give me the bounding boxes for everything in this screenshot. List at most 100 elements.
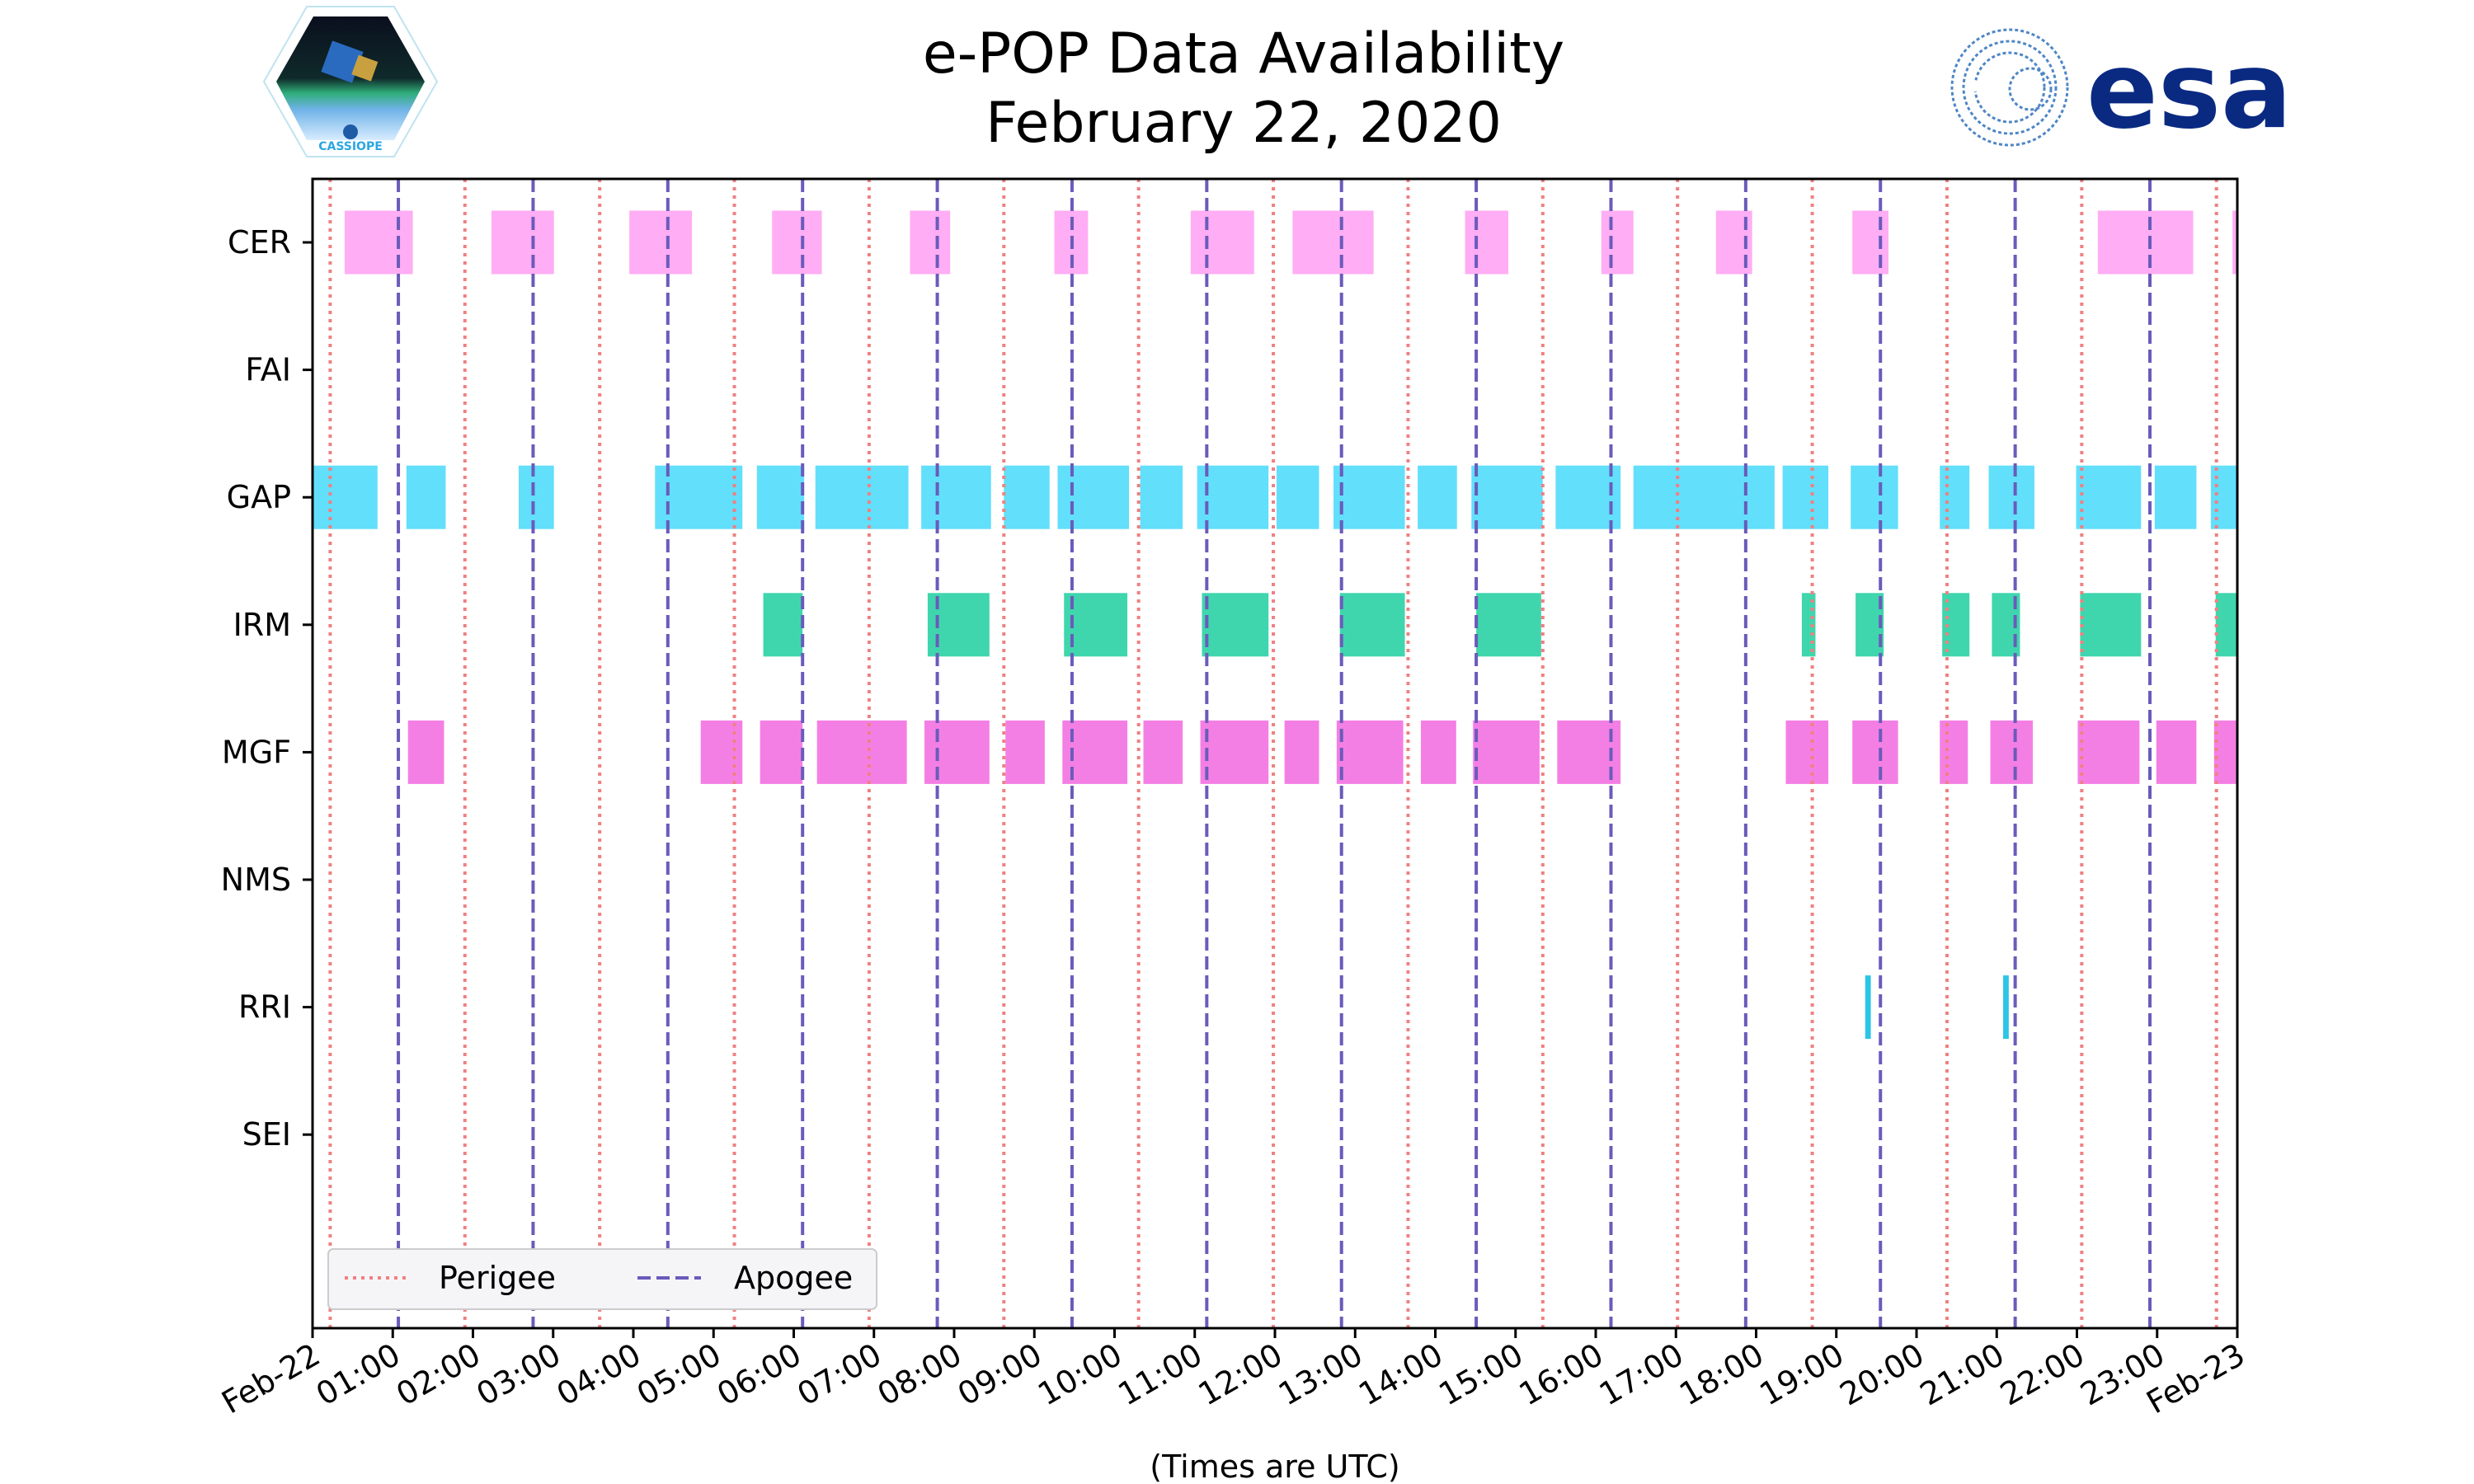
bar-mgf: [816, 720, 907, 784]
y-tick-label-fai: FAI: [245, 352, 291, 388]
x-tick-label: 21:00: [1914, 1336, 2011, 1413]
bar-mgf: [924, 720, 990, 784]
bar-irm: [2215, 593, 2237, 657]
bar-gap: [1988, 465, 2034, 529]
bar-gap: [518, 465, 554, 529]
x-axis-label: (Times are UTC): [1150, 1449, 1399, 1484]
bar-gap: [921, 465, 991, 529]
bar-irm: [1476, 593, 1541, 657]
bar-gap: [1418, 465, 1457, 529]
bar-mgf: [1852, 720, 1898, 784]
bar-irm: [2080, 593, 2142, 657]
y-tick-label-rri: RRI: [238, 989, 291, 1026]
bar-mgf: [1473, 720, 1540, 784]
x-tick-label: 14:00: [1352, 1336, 1449, 1413]
bar-gap: [1333, 465, 1405, 529]
bar-gap: [1471, 465, 1543, 529]
bar-cer: [1465, 210, 1508, 275]
bar-cer: [629, 210, 692, 275]
x-tick-label: 20:00: [1834, 1336, 1931, 1413]
bar-mgf: [1940, 720, 1968, 784]
interval-bars: [313, 210, 2237, 1040]
x-tick-label: 13:00: [1272, 1336, 1369, 1413]
bar-gap: [756, 465, 805, 529]
bar-gap: [1851, 465, 1898, 529]
bar-cer: [910, 210, 951, 275]
bar-mgf: [1005, 720, 1045, 784]
bar-irm: [1202, 593, 1269, 657]
orbit-lines: [328, 179, 2218, 1328]
bar-gap: [2154, 465, 2197, 529]
x-tick-label: 05:00: [631, 1336, 727, 1413]
x-tick-label: 11:00: [1112, 1336, 1208, 1413]
bar-mgf: [760, 720, 803, 784]
esa-logo: esa: [1950, 28, 2292, 153]
x-tick-label: 12:00: [1192, 1336, 1289, 1413]
bar-cer: [1190, 210, 1254, 275]
y-tick-label-cer: CER: [228, 224, 291, 261]
y-axis: CER FAI GAP IRM MGF NMS RRI SEI: [221, 224, 313, 1153]
bar-gap: [1940, 465, 1970, 529]
y-tick-label-mgf: MGF: [222, 734, 291, 770]
legend: Perigee Apogee: [327, 1248, 877, 1310]
bar-irm: [1339, 593, 1405, 657]
x-tick-label: 04:00: [551, 1336, 647, 1413]
bar-gap: [1197, 465, 1269, 529]
bar-mgf: [1420, 720, 1456, 784]
bar-gap: [815, 465, 909, 529]
bar-mgf: [700, 720, 743, 784]
bar-irm: [1064, 593, 1128, 657]
bar-mgf: [2156, 720, 2197, 784]
chart-subtitle: February 22, 2020: [985, 91, 1502, 156]
bar-cer: [491, 210, 554, 275]
x-tick-label: 17:00: [1593, 1336, 1690, 1413]
x-tick-label: 06:00: [711, 1336, 807, 1413]
chart-title: e-POP Data Availability: [923, 21, 1564, 87]
bar-cer: [1601, 210, 1634, 275]
bar-mgf: [1143, 720, 1183, 784]
x-tick-label: Feb-22: [215, 1336, 326, 1421]
legend-perigee-label: Perigee: [439, 1260, 556, 1296]
bar-gap: [313, 465, 378, 529]
bar-mgf: [1336, 720, 1404, 784]
bar-mgf: [1200, 720, 1269, 784]
y-tick-label-gap: GAP: [227, 479, 291, 515]
bar-cer: [772, 210, 822, 275]
bar-cer: [1292, 210, 1374, 275]
bar-irm: [763, 593, 803, 657]
x-tick-label: 03:00: [470, 1336, 567, 1413]
bar-mgf: [1284, 720, 1319, 784]
x-tick-label: 09:00: [952, 1336, 1048, 1413]
x-tick-label: 07:00: [791, 1336, 887, 1413]
cassiope-logo-text: CASSIOPE: [318, 140, 383, 153]
legend-apogee-label: Apogee: [734, 1260, 853, 1296]
bar-gap: [1140, 465, 1183, 529]
legend-box: [327, 1248, 877, 1310]
bar-rri: [2003, 975, 2009, 1040]
x-tick-label: 01:00: [310, 1336, 407, 1413]
x-tick-label: 08:00: [872, 1336, 968, 1413]
x-tick-label: 19:00: [1753, 1336, 1850, 1413]
x-tick-label: 18:00: [1673, 1336, 1770, 1413]
bar-cer: [2232, 210, 2237, 275]
bar-gap: [406, 465, 446, 529]
bar-cer: [2097, 210, 2194, 275]
bar-gap: [1782, 465, 1829, 529]
bar-cer: [344, 210, 413, 275]
bar-gap: [1633, 465, 1775, 529]
esa-logo-text: esa: [2086, 30, 2292, 153]
x-tick-label: 10:00: [1032, 1336, 1128, 1413]
x-tick-label: 15:00: [1432, 1336, 1529, 1413]
x-tick-label: 02:00: [390, 1336, 487, 1413]
bar-rri: [1865, 975, 1871, 1040]
bar-gap: [2076, 465, 2142, 529]
bar-mgf: [2077, 720, 2140, 784]
bar-mgf: [1785, 720, 1829, 784]
bar-gap: [1004, 465, 1050, 529]
bar-mgf: [1990, 720, 2034, 784]
x-axis: Feb-2201:0002:0003:0004:0005:0006:0007:0…: [215, 1328, 2251, 1421]
x-tick-label: 16:00: [1513, 1336, 1610, 1413]
y-tick-label-sei: SEI: [242, 1116, 291, 1153]
y-tick-label-nms: NMS: [221, 862, 291, 898]
